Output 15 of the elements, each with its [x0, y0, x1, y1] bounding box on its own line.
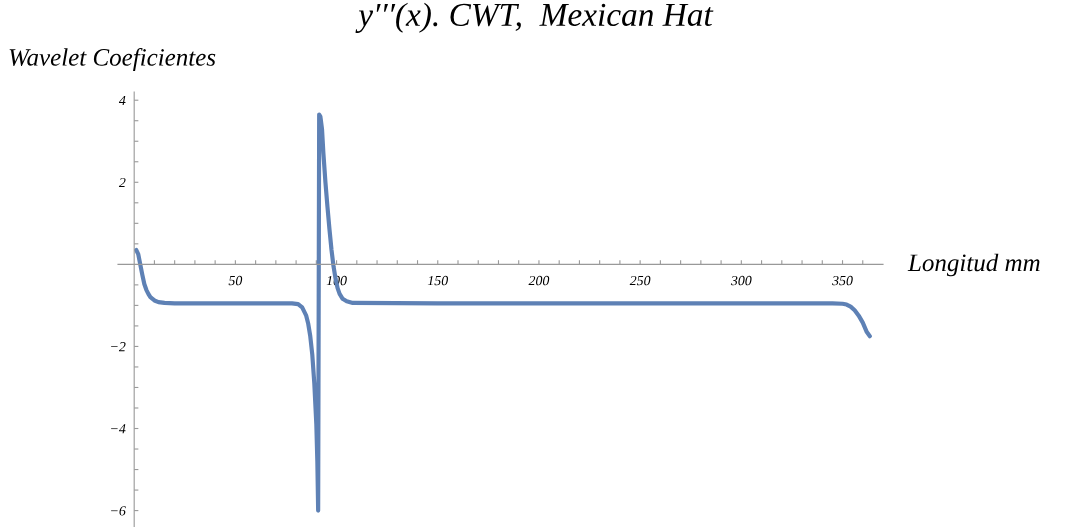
x-tick-label: 50 [228, 275, 243, 286]
chart-title: y′′′(x). CWT, Mexican Hat [355, 2, 714, 33]
x-tick-label: 150 [427, 275, 448, 286]
x-tick-label: 350 [832, 275, 853, 286]
y-tick-label: 4 [118, 95, 126, 106]
line-series [134, 112, 872, 513]
y-tick-label: −4 [111, 424, 126, 434]
x-tick-label: 250 [629, 275, 651, 286]
x-tick-label: 200 [528, 275, 550, 286]
y-axis-title: Wavelet Coeficientes [9, 48, 216, 71]
y-tick-label: 2 [118, 177, 126, 188]
y-tick-label: −6 [111, 506, 126, 516]
x-axis-title: Longitud mm [907, 253, 1040, 277]
x-tick-label: 300 [730, 275, 752, 286]
y-tick-label: −2 [111, 342, 126, 352]
